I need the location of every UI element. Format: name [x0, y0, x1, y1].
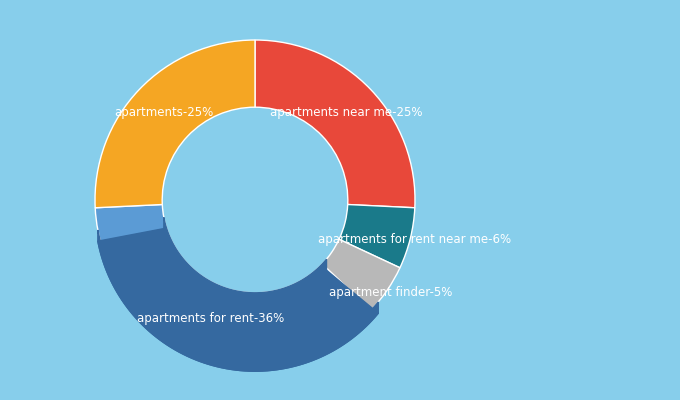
Text: apartment finder-5%: apartment finder-5%: [329, 286, 452, 299]
Text: apartments-25%: apartments-25%: [114, 106, 213, 119]
Polygon shape: [98, 230, 378, 371]
Wedge shape: [255, 40, 415, 208]
Wedge shape: [95, 204, 371, 360]
Polygon shape: [98, 228, 378, 371]
Text: apartments for rent near me-6%: apartments for rent near me-6%: [318, 233, 511, 246]
Wedge shape: [322, 239, 400, 310]
Text: apartments near me-25%: apartments near me-25%: [270, 106, 423, 119]
Wedge shape: [339, 204, 415, 268]
Text: apartments for rent-36%: apartments for rent-36%: [137, 312, 284, 325]
Polygon shape: [164, 217, 326, 304]
Wedge shape: [95, 40, 255, 208]
